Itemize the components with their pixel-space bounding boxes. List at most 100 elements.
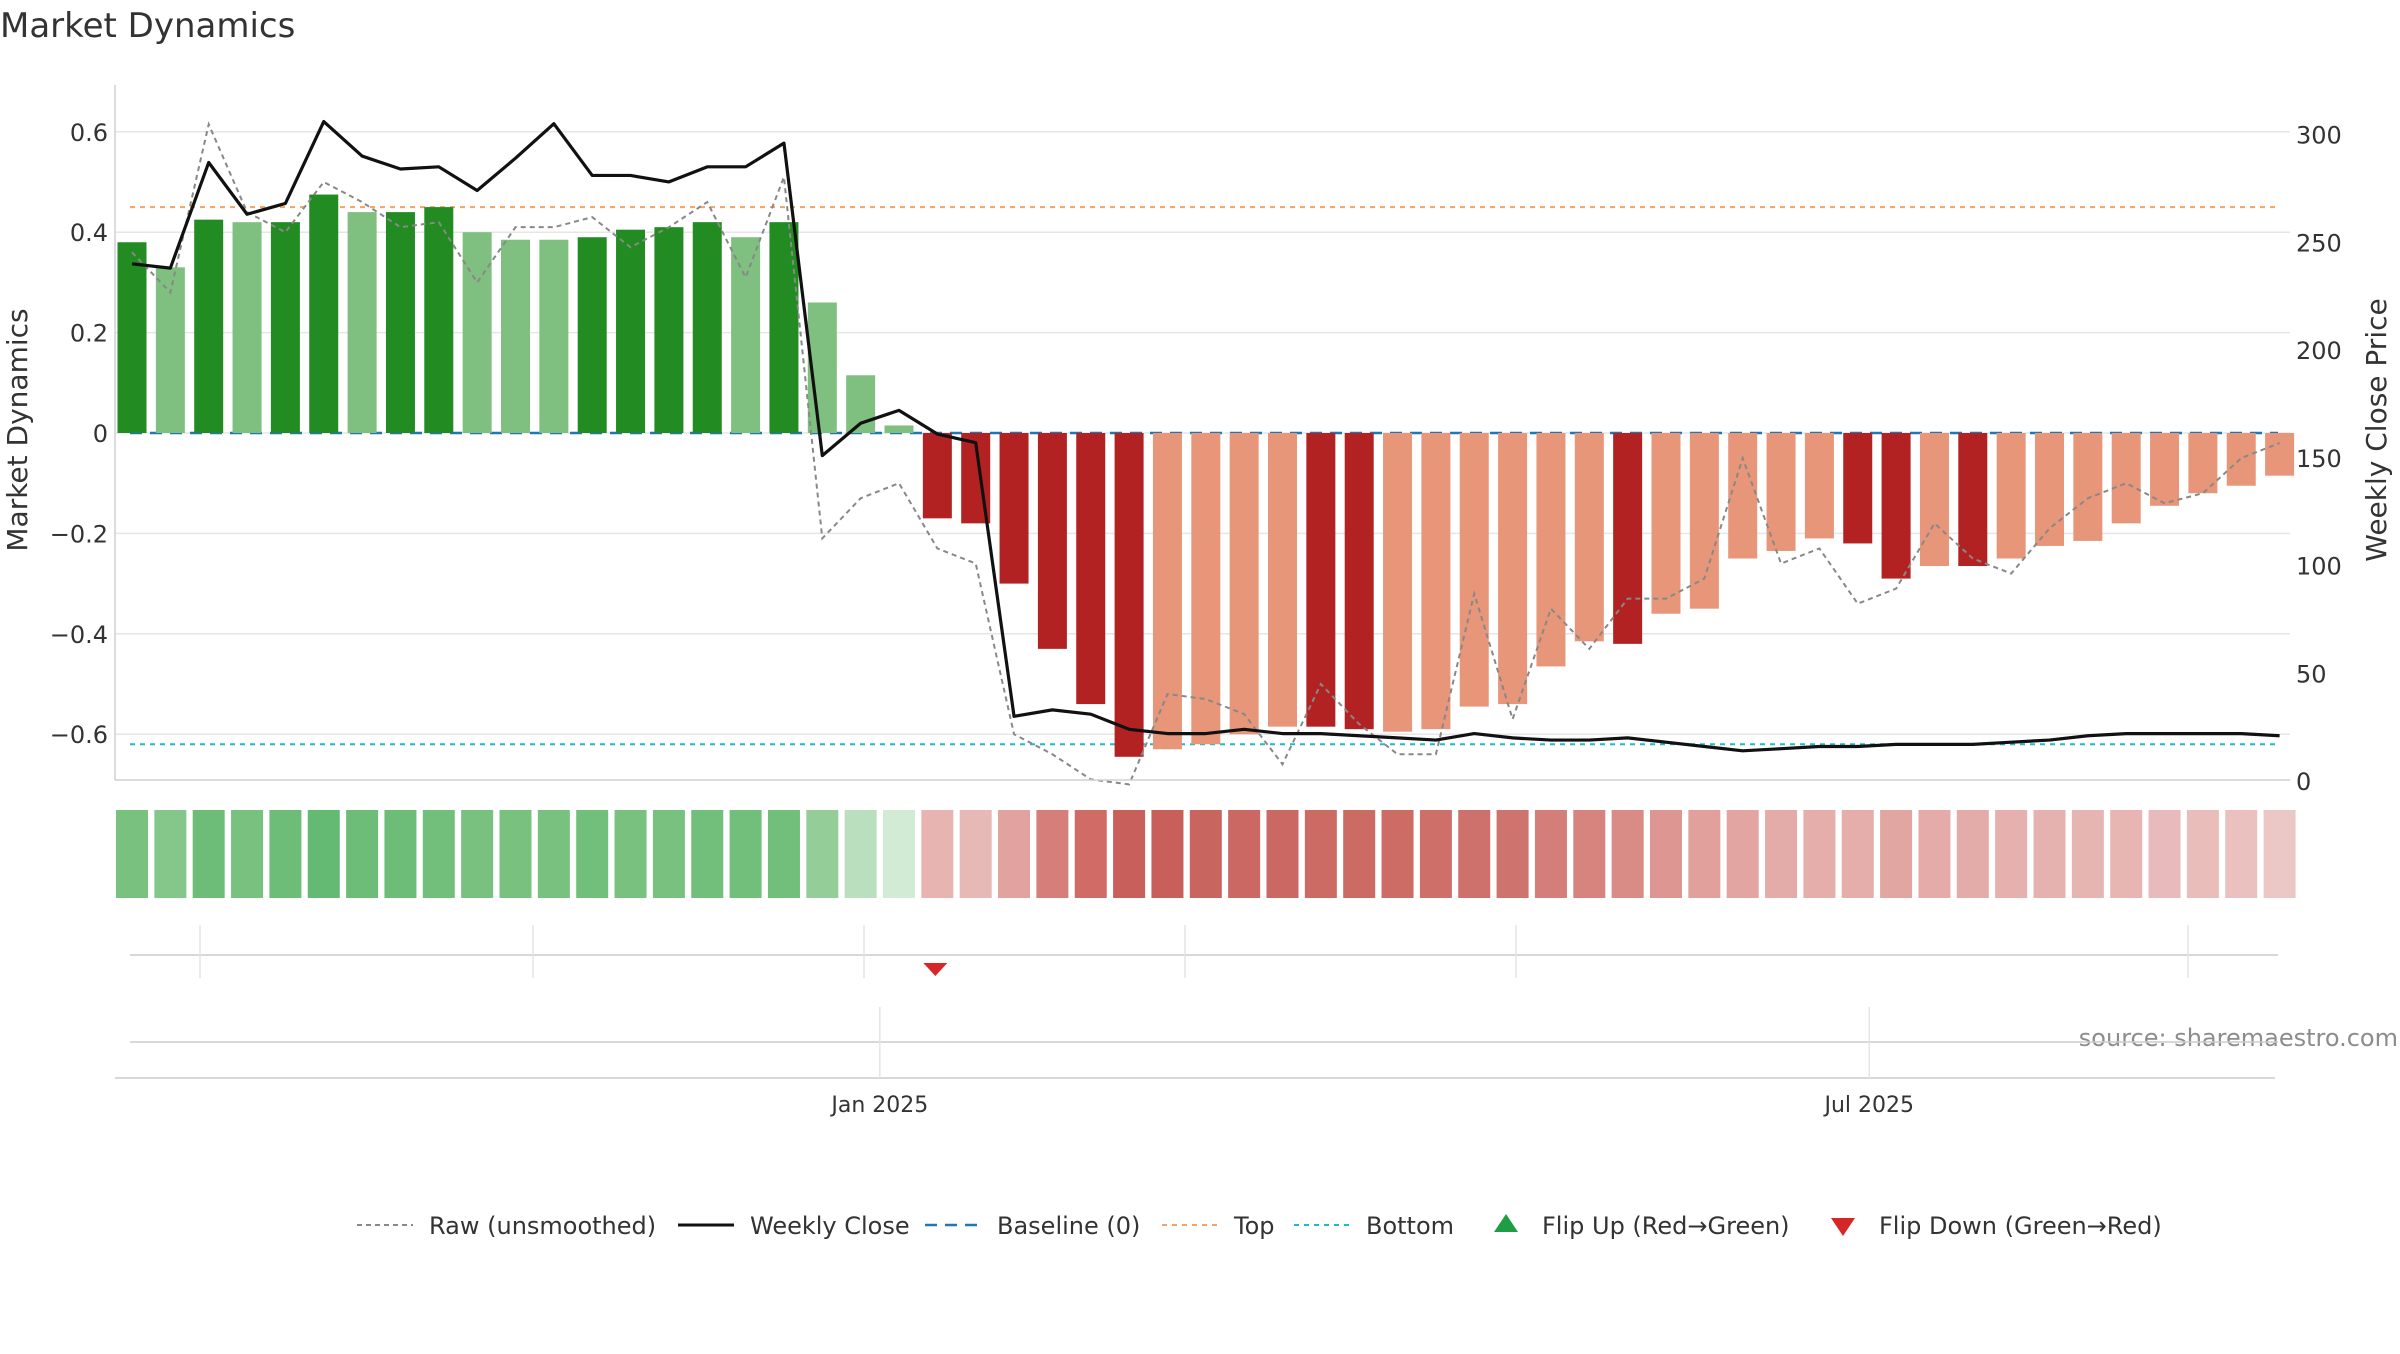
y-left-tick-label: 0.6: [70, 119, 108, 147]
bar-38: [1574, 433, 1604, 642]
bar-24: [1037, 433, 1067, 649]
strip-cell-13: [614, 810, 647, 898]
bar-55: [2226, 433, 2256, 486]
strip-cell-45: [1841, 810, 1874, 898]
y-left-tick-label: 0.4: [70, 219, 108, 247]
strip-cell-31: [1304, 810, 1337, 898]
strip-cell-34: [1419, 810, 1452, 898]
strip-cell-14: [652, 810, 685, 898]
y-axis-left-label: Market Dynamics: [1, 308, 34, 551]
bar-42: [1728, 433, 1758, 559]
strip-cell-3: [231, 810, 264, 898]
strip-cell-39: [1611, 810, 1644, 898]
strip-cell-18: [806, 810, 839, 898]
strip-cell-22: [959, 810, 992, 898]
legend: Raw (unsmoothed) Weekly Close Baseline (0)…: [357, 1212, 2162, 1240]
strip-cell-38: [1573, 810, 1606, 898]
y-right-tick-label: 150: [2296, 445, 2342, 473]
strip-cell-30: [1266, 810, 1299, 898]
bar-51: [2073, 433, 2103, 541]
strip-cell-28: [1189, 810, 1222, 898]
bar-44: [1804, 433, 1834, 539]
weekly-close-line: [131, 119, 2280, 753]
y-left-tick-label: −0.4: [50, 621, 108, 649]
strip-cell-4: [269, 810, 302, 898]
strip-cell-40: [1650, 810, 1682, 898]
strip-cell-29: [1228, 810, 1261, 898]
strip-cell-32: [1343, 810, 1376, 898]
strip-cell-54: [2186, 810, 2219, 898]
bar-41: [1689, 433, 1719, 609]
y-right-tick-label: 250: [2296, 229, 2342, 257]
strip-cell-17: [767, 810, 800, 898]
strip-cell-26: [1113, 810, 1146, 898]
y-axis-right-label: Weekly Close Price: [2360, 298, 2393, 561]
bar-4: [270, 222, 300, 433]
bar-56: [2265, 433, 2295, 476]
legend-label-top: Top: [1233, 1212, 1275, 1240]
strip-cell-7: [384, 810, 417, 898]
bar-28: [1191, 433, 1221, 745]
strip-cell-2: [192, 810, 225, 898]
bar-31: [1306, 433, 1336, 727]
bar-35: [1459, 433, 1489, 707]
strip-cell-24: [1036, 810, 1069, 898]
bar-3: [232, 222, 262, 433]
legend-label-raw: Raw (unsmoothed): [429, 1212, 656, 1240]
strip-cell-46: [1880, 810, 1913, 898]
strip-cell-27: [1151, 810, 1184, 898]
legend-label-flip_down: Flip Down (Green→Red): [1879, 1212, 2162, 1240]
y-right-tick-label: 50: [2296, 660, 2327, 688]
strip-cell-55: [2225, 810, 2258, 898]
flip-panel: Jan 2025 Jul 2025: [115, 925, 2278, 1118]
bar-36: [1498, 433, 1528, 705]
strip-cell-56: [2263, 810, 2296, 898]
bar-50: [2035, 433, 2064, 546]
bar-5: [309, 194, 339, 433]
x-tick-label: Jul 2025: [1822, 1093, 1914, 1118]
flip-down-marker: [923, 963, 948, 976]
legend-label-baseline: Baseline (0): [997, 1212, 1140, 1240]
bar-2: [194, 219, 224, 433]
strip-cell-11: [537, 810, 570, 898]
strip-cell-25: [1074, 810, 1107, 898]
strip-cell-19: [844, 810, 877, 898]
strip-cell-12: [576, 810, 609, 898]
strip-cell-41: [1688, 810, 1721, 898]
y-right-tick-label: 100: [2296, 553, 2342, 581]
bar-20: [884, 425, 914, 433]
bar-30: [1268, 433, 1297, 727]
bar-7: [385, 212, 415, 433]
y-right-tick-label: 0: [2296, 768, 2311, 796]
bar-43: [1766, 433, 1796, 551]
strip-cell-20: [883, 810, 915, 898]
bar-26: [1114, 433, 1144, 757]
strip-cell-0: [116, 810, 148, 898]
strip-cell-23: [998, 810, 1031, 898]
bar-49: [1996, 433, 2026, 559]
strip-cell-15: [691, 810, 724, 898]
bar-13: [616, 229, 646, 433]
strip-cell-50: [2033, 810, 2066, 898]
strip-cell-33: [1381, 810, 1414, 898]
bar-8: [424, 207, 454, 433]
legend-flip-up-icon: [1494, 1214, 1518, 1232]
legend-flip-down-icon: [1831, 1218, 1855, 1236]
bar-9: [462, 232, 492, 433]
bar-34: [1421, 433, 1451, 730]
strip-cell-36: [1496, 810, 1529, 898]
strip-cell-6: [346, 810, 379, 898]
strip-cell-44: [1803, 810, 1836, 898]
bar-45: [1843, 433, 1873, 544]
y-left-tick-label: −0.6: [50, 721, 108, 749]
x-tick-label: Jan 2025: [829, 1093, 928, 1118]
y-right-tick-label: 300: [2296, 122, 2342, 150]
bar-25: [1076, 433, 1106, 705]
bar-40: [1651, 433, 1681, 614]
bar-39: [1613, 433, 1643, 644]
y-right-tick-label: 200: [2296, 337, 2342, 365]
bar-0: [117, 242, 147, 433]
bar-32: [1344, 433, 1374, 730]
